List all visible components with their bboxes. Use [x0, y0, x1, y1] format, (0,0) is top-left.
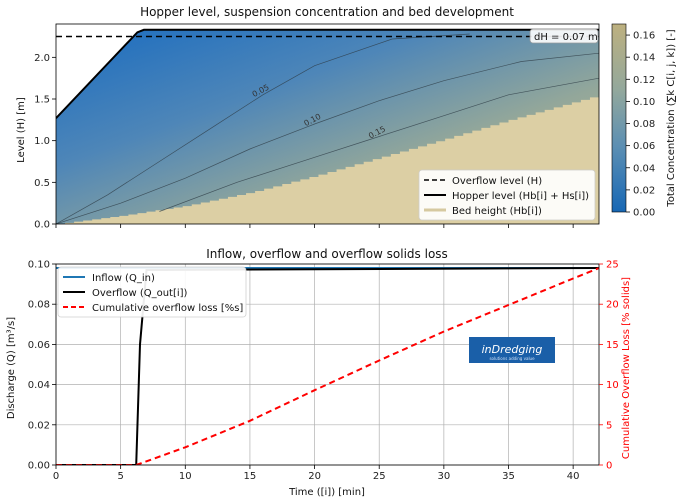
top-y-axis: 0.0 0.5 1.0 1.5 2.0	[34, 53, 574, 231]
legend-label-inflow: Inflow (Q_in)	[92, 273, 155, 284]
top-series-line-1	[56, 28, 599, 119]
contour-line-0.05	[56, 33, 470, 224]
colorbar-tick-label: 0.04	[633, 163, 655, 174]
colorbar-tick-label: 0.08	[633, 119, 655, 130]
bottom-x-tick-label: 0	[53, 471, 59, 482]
bottom-x-tick-label: 35	[502, 471, 515, 482]
bottom-y-tick-label: 0.04	[28, 380, 50, 391]
top-legend-box	[418, 169, 596, 221]
legend-label-bed-height: Bed height (Hb[i])	[452, 206, 542, 217]
bottom-y-tick-label: 0.08	[28, 300, 50, 311]
bottom-legend-box	[57, 266, 247, 318]
bottom-y-tick-label: 0.06	[28, 340, 50, 351]
bottom-y-tick-label: 0.02	[28, 420, 50, 431]
top-y-tick-label: 0.0	[34, 220, 50, 231]
bottom-x-tick-label: 25	[373, 471, 386, 482]
contour-line-0.10	[56, 52, 599, 224]
bottom-x-tick-label: 30	[437, 471, 450, 482]
top-series-lines	[56, 28, 599, 119]
bottom-x-tick-label: 15	[244, 471, 257, 482]
bottom-y-axis-label: Discharge (Q) [m³/s]	[6, 317, 17, 419]
colorbar-tick-label: 0.16	[633, 31, 655, 42]
bottom-axes: 0 5 10 15 20 25 30 35 40 0.00 0.02 0.04 0.06 0.08 0.10…	[28, 260, 619, 483]
top-y-tick-label: 2.0	[34, 53, 50, 64]
colorbar-label: Total Concentration (∑k C[i, j, k]) [-]	[666, 29, 677, 208]
top-legend: Overflow level (H) Hopper level (Hb[i] +…	[418, 169, 596, 221]
top-y-tick-label: 1.5	[34, 95, 50, 106]
bottom-legend: Inflow (Q_in) Overflow (Q_out[i]) Cumula…	[57, 266, 247, 318]
legend-label-cumulative-loss: Cumulative overflow loss [%s]	[92, 303, 243, 314]
colorbar	[611, 23, 627, 213]
bottom-series-line-2	[56, 267, 599, 465]
colorbar-tick-label: 0.06	[633, 141, 655, 152]
bottom-x-tick-label: 5	[117, 471, 123, 482]
colorbar-tick-label: 0.02	[633, 185, 655, 196]
colorbar-tick-label: 0.10	[633, 97, 655, 108]
top-plot-frame	[55, 23, 600, 225]
bottom-y2-tick-label: 0	[606, 461, 612, 472]
colorbar-tick-label: 0.12	[633, 75, 655, 86]
indredging-logo: inDredging solutions adding value	[469, 337, 555, 363]
bottom-x-tick-label: 40	[567, 471, 580, 482]
bottom-y-tick-label: 0.00	[28, 461, 50, 472]
bottom-chart-title: Inflow, overflow and overflow solids los…	[206, 247, 448, 261]
bottom-y2-tick-label: 20	[606, 300, 619, 311]
bottom-y2-tick-label: 5	[606, 420, 612, 431]
bottom-y2-tick-label: 25	[606, 260, 619, 271]
logo-background	[469, 337, 555, 363]
logo-tagline: solutions adding value	[489, 356, 535, 361]
bottom-y2-tick-label: 10	[606, 380, 619, 391]
contour-line-0.15	[159, 77, 599, 212]
dh-annotation: dH = 0.07 m	[529, 28, 599, 44]
colorbar-ticks: 0.00 0.02 0.04 0.06 0.08 0.10 0.12 0.14 0.16	[626, 31, 655, 219]
colorbar-tick-label: 0.00	[633, 208, 655, 219]
top-y-axis-label: Level (H) [m]	[16, 97, 27, 163]
bottom-x-tick-label: 10	[179, 471, 192, 482]
bottom-y-tick-label: 0.10	[28, 260, 50, 271]
colorbar-tick-label: 0.14	[633, 53, 655, 64]
bottom-y2-axis-label: Cumulative Overflow Loss [% solids]	[621, 277, 632, 459]
dh-annotation-text: dH = 0.07 m	[534, 32, 598, 43]
bottom-plot-frame	[55, 263, 600, 466]
logo-text: inDredging	[482, 343, 543, 356]
bottom-x-axis-label: Time ([i]) [min]	[288, 487, 365, 498]
bottom-y2-tick-label: 15	[606, 340, 619, 351]
top-y-tick-label: 0.5	[34, 178, 50, 189]
legend-label-overflow-level: Overflow level (H)	[452, 176, 542, 187]
bottom-x-tick-label: 20	[308, 471, 321, 482]
top-chart-title: Hopper level, suspension concentration a…	[140, 5, 514, 19]
legend-label-overflow: Overflow (Q_out[i])	[92, 288, 188, 299]
legend-label-hopper-level: Hopper level (Hb[i] + Hs[i])	[452, 191, 589, 202]
top-y-tick-label: 1.0	[34, 136, 50, 147]
bottom-series-line-1	[56, 267, 599, 465]
